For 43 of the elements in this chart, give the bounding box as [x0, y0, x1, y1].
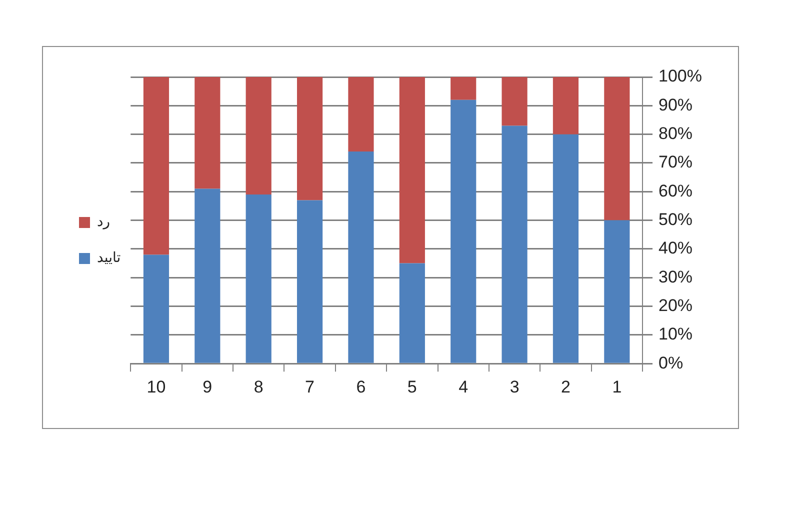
- y-tick-label: 10%: [658, 324, 693, 344]
- x-tick-label: 10: [146, 377, 166, 396]
- x-tick-label: 2: [561, 377, 570, 396]
- bar: [552, 77, 579, 134]
- bar: [143, 77, 170, 255]
- bar: [348, 152, 374, 363]
- x-tick-label: 5: [407, 377, 417, 396]
- x-tick-label: 6: [356, 377, 366, 396]
- y-tick-label: 100%: [658, 66, 702, 86]
- bar: [348, 77, 374, 152]
- bar: [246, 194, 272, 363]
- legend-label: رد: [97, 214, 110, 230]
- bar: [246, 77, 272, 195]
- legend-label: تایید: [97, 250, 121, 266]
- bar: [604, 77, 630, 220]
- bar: [399, 77, 425, 264]
- y-tick-label: 70%: [658, 152, 693, 172]
- bar: [450, 77, 476, 100]
- y-tick-label: 60%: [658, 181, 693, 200]
- x-tick-label: 8: [254, 377, 264, 396]
- x-tick-label: 9: [202, 377, 212, 396]
- bar: [450, 100, 476, 363]
- bar: [399, 263, 425, 363]
- y-tick-label: 40%: [658, 238, 693, 258]
- bar: [502, 126, 528, 363]
- y-tick-label: 30%: [658, 267, 693, 286]
- y-tick-label: 20%: [658, 296, 693, 315]
- y-tick-label: 80%: [658, 124, 693, 144]
- x-tick-label: 7: [305, 377, 315, 396]
- bar: [296, 200, 323, 363]
- x-tick-label: 4: [458, 377, 468, 396]
- bar: [552, 134, 579, 363]
- bar: [194, 77, 220, 189]
- x-tick-label: 3: [510, 377, 520, 396]
- bar: [194, 188, 220, 363]
- y-tick-label: 90%: [658, 95, 693, 114]
- bar: [604, 220, 630, 363]
- bar: [296, 77, 323, 200]
- y-tick-label: 50%: [658, 210, 693, 229]
- bar: [143, 254, 170, 363]
- x-tick-label: 1: [612, 377, 622, 396]
- bar: [502, 77, 528, 126]
- y-tick-label: 0%: [658, 353, 684, 372]
